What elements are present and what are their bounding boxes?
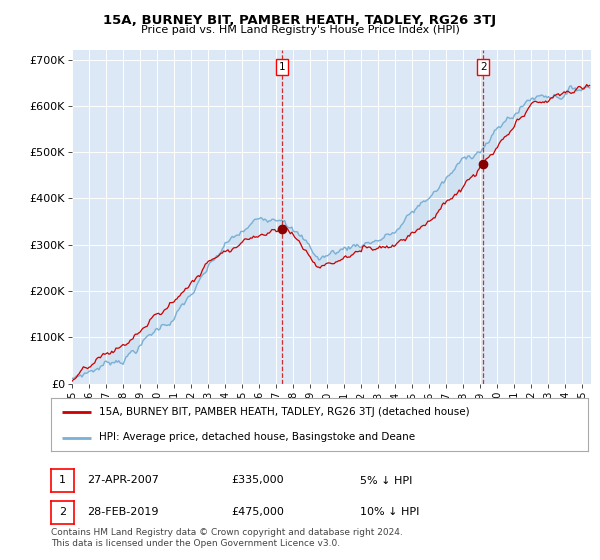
Text: HPI: Average price, detached house, Basingstoke and Deane: HPI: Average price, detached house, Basi… (100, 432, 415, 442)
Text: 1: 1 (278, 62, 285, 72)
Text: Price paid vs. HM Land Registry's House Price Index (HPI): Price paid vs. HM Land Registry's House … (140, 25, 460, 35)
Text: 27-APR-2007: 27-APR-2007 (87, 475, 159, 486)
Text: 15A, BURNEY BIT, PAMBER HEATH, TADLEY, RG26 3TJ: 15A, BURNEY BIT, PAMBER HEATH, TADLEY, R… (103, 14, 497, 27)
Text: 5% ↓ HPI: 5% ↓ HPI (360, 475, 412, 486)
Text: £335,000: £335,000 (231, 475, 284, 486)
Text: £475,000: £475,000 (231, 507, 284, 517)
Text: 28-FEB-2019: 28-FEB-2019 (87, 507, 158, 517)
Text: Contains HM Land Registry data © Crown copyright and database right 2024.
This d: Contains HM Land Registry data © Crown c… (51, 528, 403, 548)
Text: 1: 1 (59, 475, 66, 486)
Text: 10% ↓ HPI: 10% ↓ HPI (360, 507, 419, 517)
Text: 2: 2 (59, 507, 66, 517)
Text: 2: 2 (480, 62, 487, 72)
Text: 15A, BURNEY BIT, PAMBER HEATH, TADLEY, RG26 3TJ (detached house): 15A, BURNEY BIT, PAMBER HEATH, TADLEY, R… (100, 408, 470, 418)
